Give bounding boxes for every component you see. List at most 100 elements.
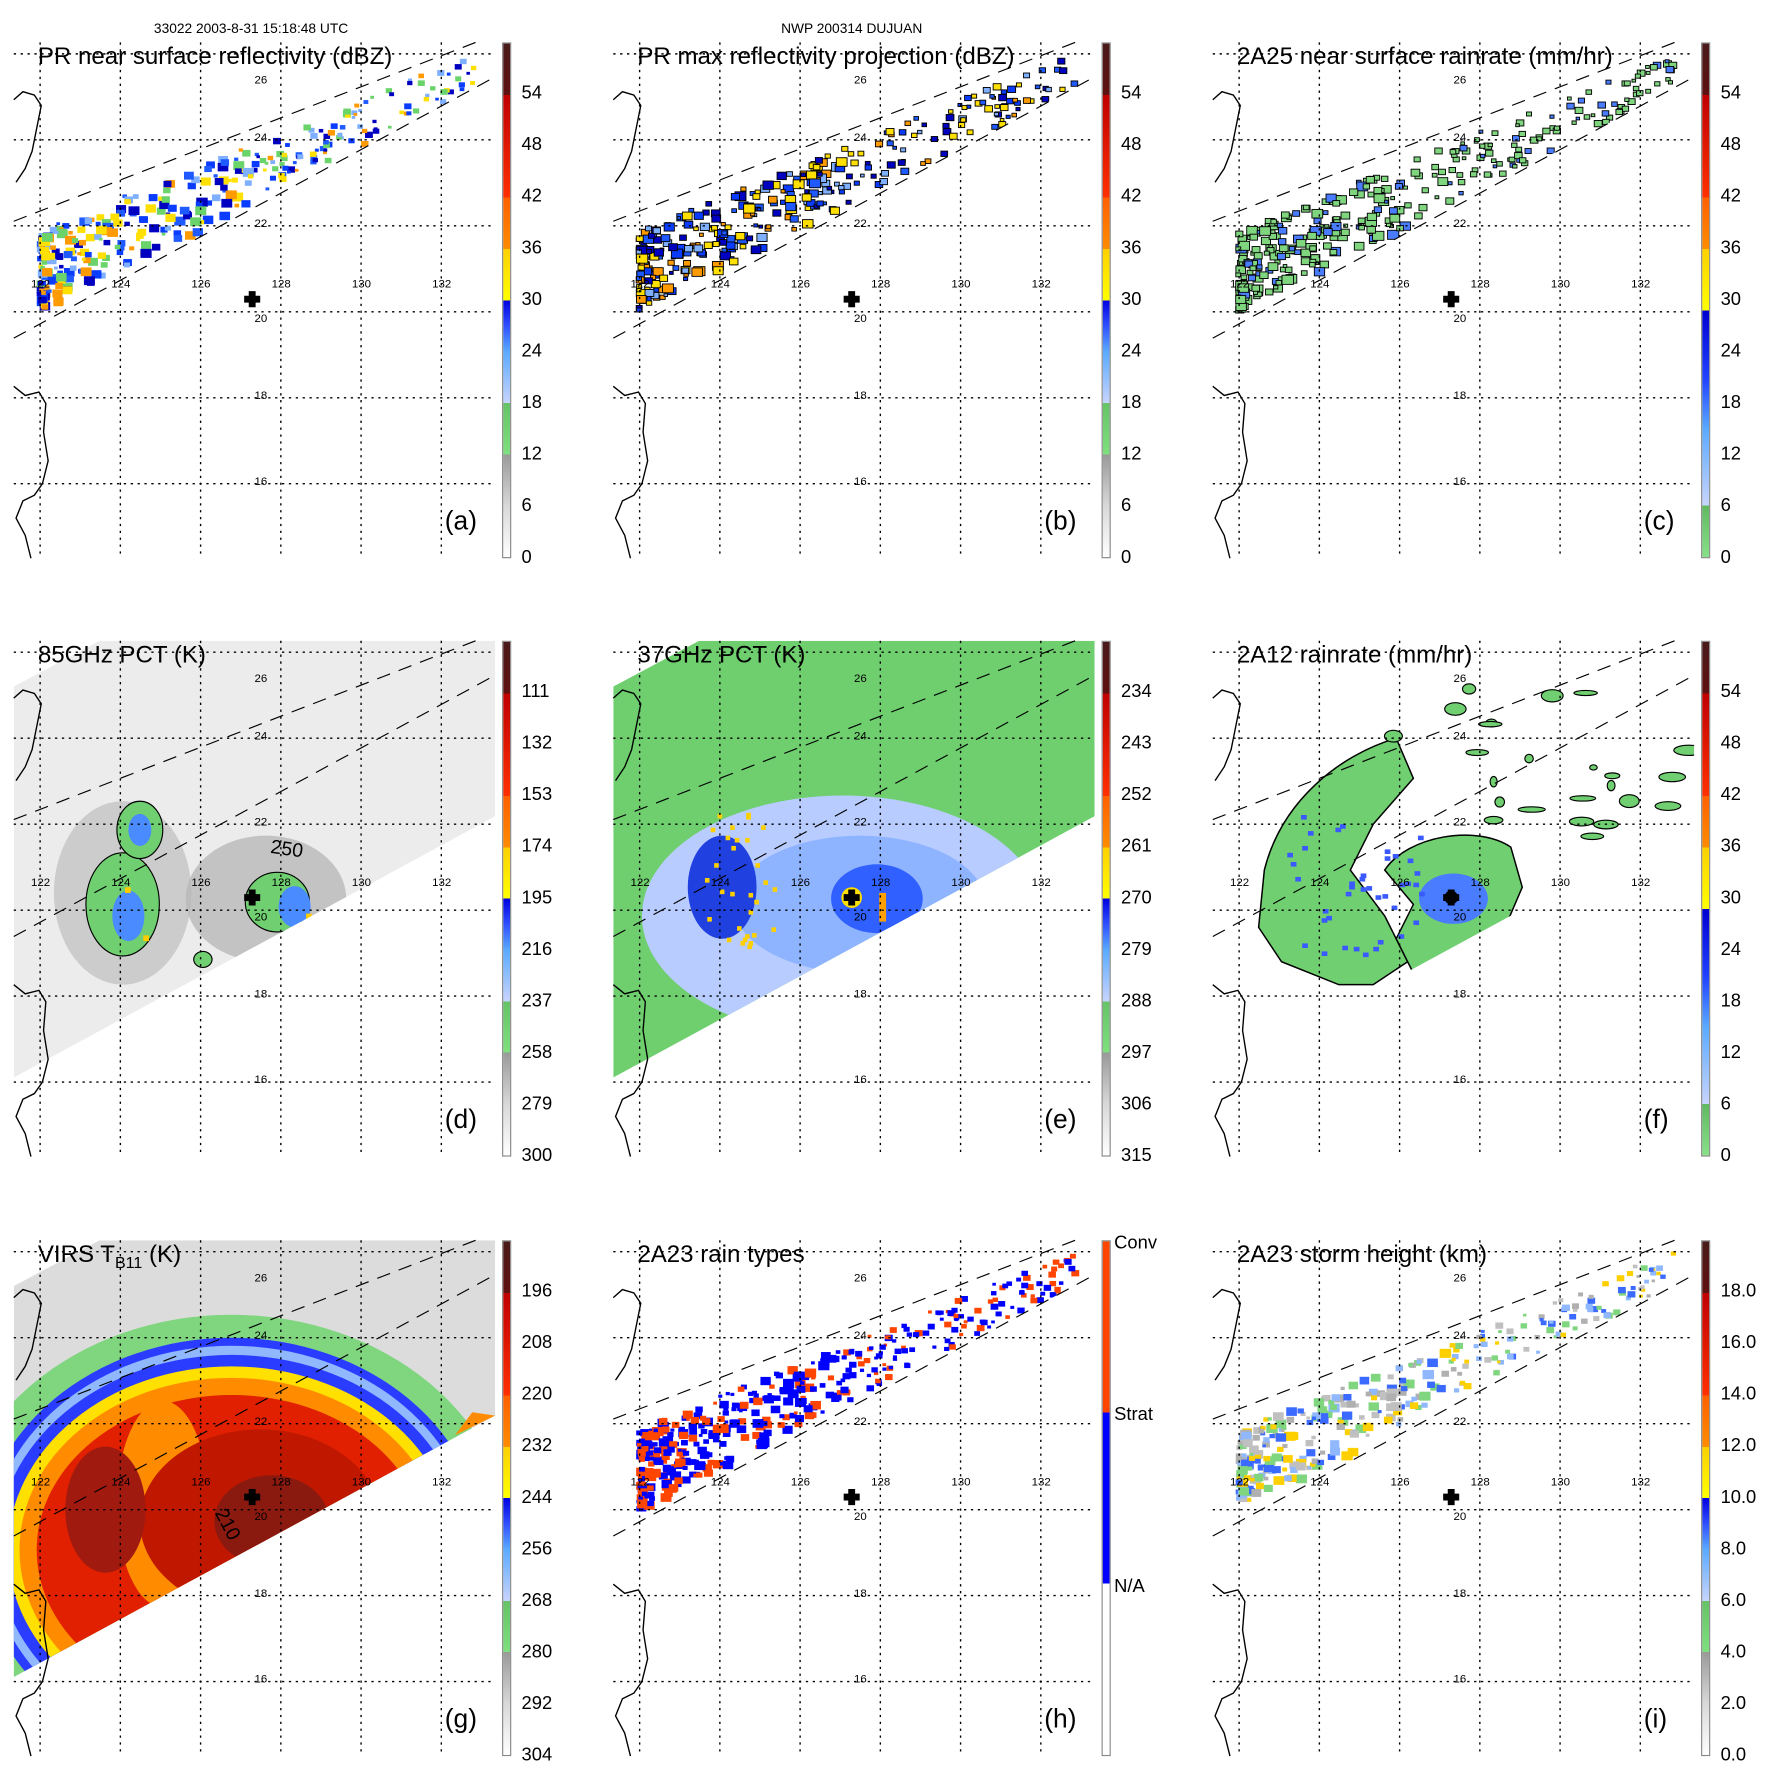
colorbar-label: 24 (1121, 341, 1142, 362)
lon-tick-label: 132 (432, 278, 452, 292)
lon-tick-label: 122 (630, 1476, 650, 1490)
lat-tick-label: 18 (254, 1587, 268, 1601)
panel-title-text: 85GHz PCT (K) (37, 641, 206, 669)
lon-tick-label: 126 (191, 278, 211, 292)
colorbar-label: 256 (521, 1539, 553, 1559)
colorbar-label: 196 (521, 1281, 553, 1302)
lat-tick-label: 22 (853, 217, 867, 231)
coastline (612, 1288, 649, 1757)
map-f (1212, 640, 1695, 1157)
panel-letter: (b) (1044, 505, 1077, 536)
lon-tick-label: 128 (271, 278, 291, 292)
panel-letter: (e) (1044, 1103, 1077, 1134)
lat-tick-label: 16 (853, 1074, 867, 1087)
lon-tick-label: 128 (871, 1476, 891, 1490)
colorbar-label: 6 (521, 496, 532, 516)
map-d (13, 640, 496, 1157)
data-field (1235, 1251, 1677, 1503)
panel-title: 37GHz PCT (K) (637, 642, 805, 670)
storm-center-icon (843, 291, 860, 308)
colorbar-label: 48 (1720, 135, 1741, 155)
colorbar-label: 6 (1121, 496, 1132, 516)
lon-tick-label: 132 (432, 1476, 452, 1490)
colorbar-label: Conv (1114, 1233, 1158, 1253)
lon-tick-label: 126 (191, 1476, 211, 1490)
storm-center-icon (1443, 1489, 1460, 1506)
lon-tick-label: 132 (432, 876, 452, 890)
colorbar-label: 111 (521, 682, 550, 702)
colorbar (1101, 1240, 1111, 1757)
colorbar-label: 18 (1720, 991, 1741, 1012)
panel-a: 122 124 126 128 130 132 26 24 22 20 18 16 PR near su… (13, 41, 542, 567)
lat-tick-label: 18 (853, 1587, 867, 1601)
colorbar-label: 306 (1121, 1094, 1152, 1115)
lon-tick-label: 130 (351, 278, 372, 292)
lat-tick-label: 20 (853, 312, 867, 326)
graticule (613, 42, 1095, 559)
colorbar-label: 54 (1121, 83, 1142, 104)
colorbar (1701, 1240, 1711, 1757)
pr-swath-edges (1212, 41, 1695, 339)
coastline (612, 689, 649, 1157)
pr-swath-edges (13, 640, 496, 938)
lon-tick-label: 128 (271, 876, 291, 890)
lon-tick-label: 124 (710, 278, 730, 292)
lat-tick-label: 26 (254, 672, 268, 686)
lat-tick-label: 24 (853, 730, 867, 743)
lat-tick-label: 20 (853, 1510, 867, 1524)
colorbar-label: 54 (1720, 682, 1741, 702)
panel-letter: (h) (1044, 1703, 1077, 1734)
lat-tick-label: 24 (1453, 1329, 1467, 1343)
panel-letter: (a) (444, 505, 477, 536)
panel-letter: (f) (1643, 1103, 1669, 1134)
lat-tick-label: 20 (254, 312, 268, 326)
lat-tick-label: 26 (254, 74, 268, 88)
colorbar-label: 6 (1720, 1094, 1731, 1115)
storm-center-icon (1443, 889, 1460, 906)
lon-tick-label: 122 (1229, 1476, 1250, 1490)
lat-tick-label: 20 (1453, 312, 1467, 326)
colorbar-label: 288 (1121, 991, 1152, 1012)
panel-title-subscript: B11 (114, 1253, 143, 1272)
panel-f: 122 124 126 128 130 132 26 24 22 20 18 16 2A12 rainr… (1212, 640, 1741, 1166)
map-c (1212, 41, 1695, 559)
colorbar-label: 12.0 (1720, 1436, 1757, 1456)
colorbar-label: 16.0 (1720, 1333, 1757, 1353)
panel-title-text: 2A23 rain types (637, 1241, 805, 1268)
colorbar-label: 54 (521, 83, 542, 104)
colorbar-label: 279 (521, 1094, 553, 1115)
panel-title-text: VIRS T (37, 1241, 115, 1268)
lat-tick-label: 16 (254, 1074, 268, 1087)
colorbar-label: 244 (521, 1487, 553, 1508)
colorbar-label: 36 (1720, 238, 1741, 258)
lat-tick-label: 22 (1453, 217, 1467, 231)
panel-title-text: 2A25 near surface rainrate (mm/hr) (1236, 43, 1613, 70)
graticule (13, 42, 496, 559)
lat-tick-label: 18 (853, 389, 867, 403)
lat-tick-label: 22 (853, 1415, 867, 1429)
lat-tick-label: 16 (254, 1673, 268, 1687)
colorbar-label: 18 (1121, 393, 1142, 413)
colorbar-label: 42 (1720, 785, 1741, 805)
lon-tick-label: 132 (1031, 876, 1051, 890)
colorbar-label: 12 (1720, 1043, 1741, 1063)
colorbar-label: 232 (521, 1436, 553, 1456)
panel-title: 85GHz PCT (K) (38, 642, 206, 670)
colorbar-label: 237 (521, 991, 553, 1012)
lon-tick-label: 124 (710, 1476, 730, 1490)
lat-tick-label: 18 (254, 988, 268, 1001)
lon-tick-label: 126 (1390, 278, 1410, 292)
panel-title-suffix: (K) (142, 1241, 182, 1268)
map-i (1212, 1239, 1695, 1757)
lon-tick-label: 126 (790, 278, 811, 292)
pr-swath-edges (612, 1239, 1095, 1537)
lon-tick-label: 124 (710, 876, 730, 890)
lon-tick-label: 132 (1631, 278, 1651, 292)
data-field (36, 58, 477, 311)
colorbar-label: 261 (1121, 836, 1152, 857)
lat-tick-label: 22 (1453, 816, 1467, 829)
lat-tick-label: 16 (1453, 475, 1467, 489)
map-h (612, 1239, 1095, 1757)
orbit-time-label: 33022 2003-8-31 15:18:48 UTC (153, 20, 349, 37)
colorbar-label: 216 (521, 939, 553, 960)
